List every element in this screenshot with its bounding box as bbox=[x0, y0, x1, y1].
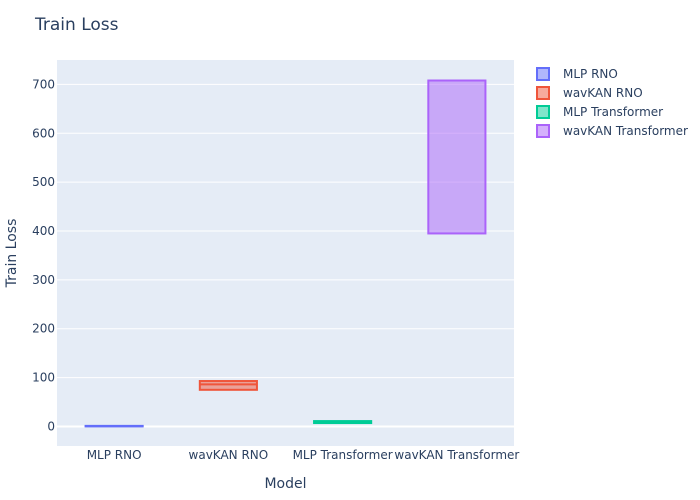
legend-label: MLP RNO bbox=[563, 67, 618, 81]
legend-label: wavKAN Transformer bbox=[563, 124, 688, 138]
legend-item: MLP RNO bbox=[536, 67, 618, 81]
box-iqr bbox=[427, 79, 487, 235]
legend-item: wavKAN RNO bbox=[536, 86, 643, 100]
y-tick-labels: 0 100 200 300 400 500 600 700 bbox=[32, 77, 55, 433]
y-axis-title: Train Loss bbox=[4, 219, 20, 289]
x-axis-title: Model bbox=[264, 476, 306, 492]
x-tick-label: MLP Transformer bbox=[293, 448, 393, 462]
x-tick-label: wavKAN RNO bbox=[189, 448, 269, 462]
legend-label: wavKAN RNO bbox=[563, 86, 643, 100]
y-tick-label: 100 bbox=[32, 371, 55, 385]
legend-swatch bbox=[536, 86, 550, 100]
legend-swatch bbox=[536, 124, 550, 138]
legend-item: MLP Transformer bbox=[536, 105, 663, 119]
x-tick-label: wavKAN Transformer bbox=[394, 448, 519, 462]
legend-label: MLP Transformer bbox=[563, 105, 663, 119]
y-tick-label: 600 bbox=[32, 126, 55, 140]
legend: MLP RNO wavKAN RNO MLP Transformer wavKAN T… bbox=[536, 67, 688, 138]
x-tick-label: MLP RNO bbox=[87, 448, 142, 462]
legend-item: wavKAN Transformer bbox=[536, 124, 688, 138]
y-tick-label: 700 bbox=[32, 77, 55, 91]
y-tick-label: 400 bbox=[32, 224, 55, 238]
box-mlp-transformer bbox=[313, 420, 373, 425]
box-mlp-rno bbox=[84, 424, 144, 428]
y-tick-label: 300 bbox=[32, 273, 55, 287]
chart-title: Train Loss bbox=[34, 15, 119, 35]
box-wavkan-rno bbox=[198, 380, 258, 391]
y-tick-label: 0 bbox=[47, 419, 55, 433]
box-wavkan-transformer bbox=[427, 79, 487, 235]
y-tick-label: 500 bbox=[32, 175, 55, 189]
box-series bbox=[84, 79, 487, 428]
legend-swatch bbox=[536, 67, 550, 81]
x-tick-labels: MLP RNO wavKAN RNO MLP Transformer wavKAN T… bbox=[87, 448, 520, 462]
legend-swatch bbox=[536, 105, 550, 119]
y-tick-label: 200 bbox=[32, 322, 55, 336]
